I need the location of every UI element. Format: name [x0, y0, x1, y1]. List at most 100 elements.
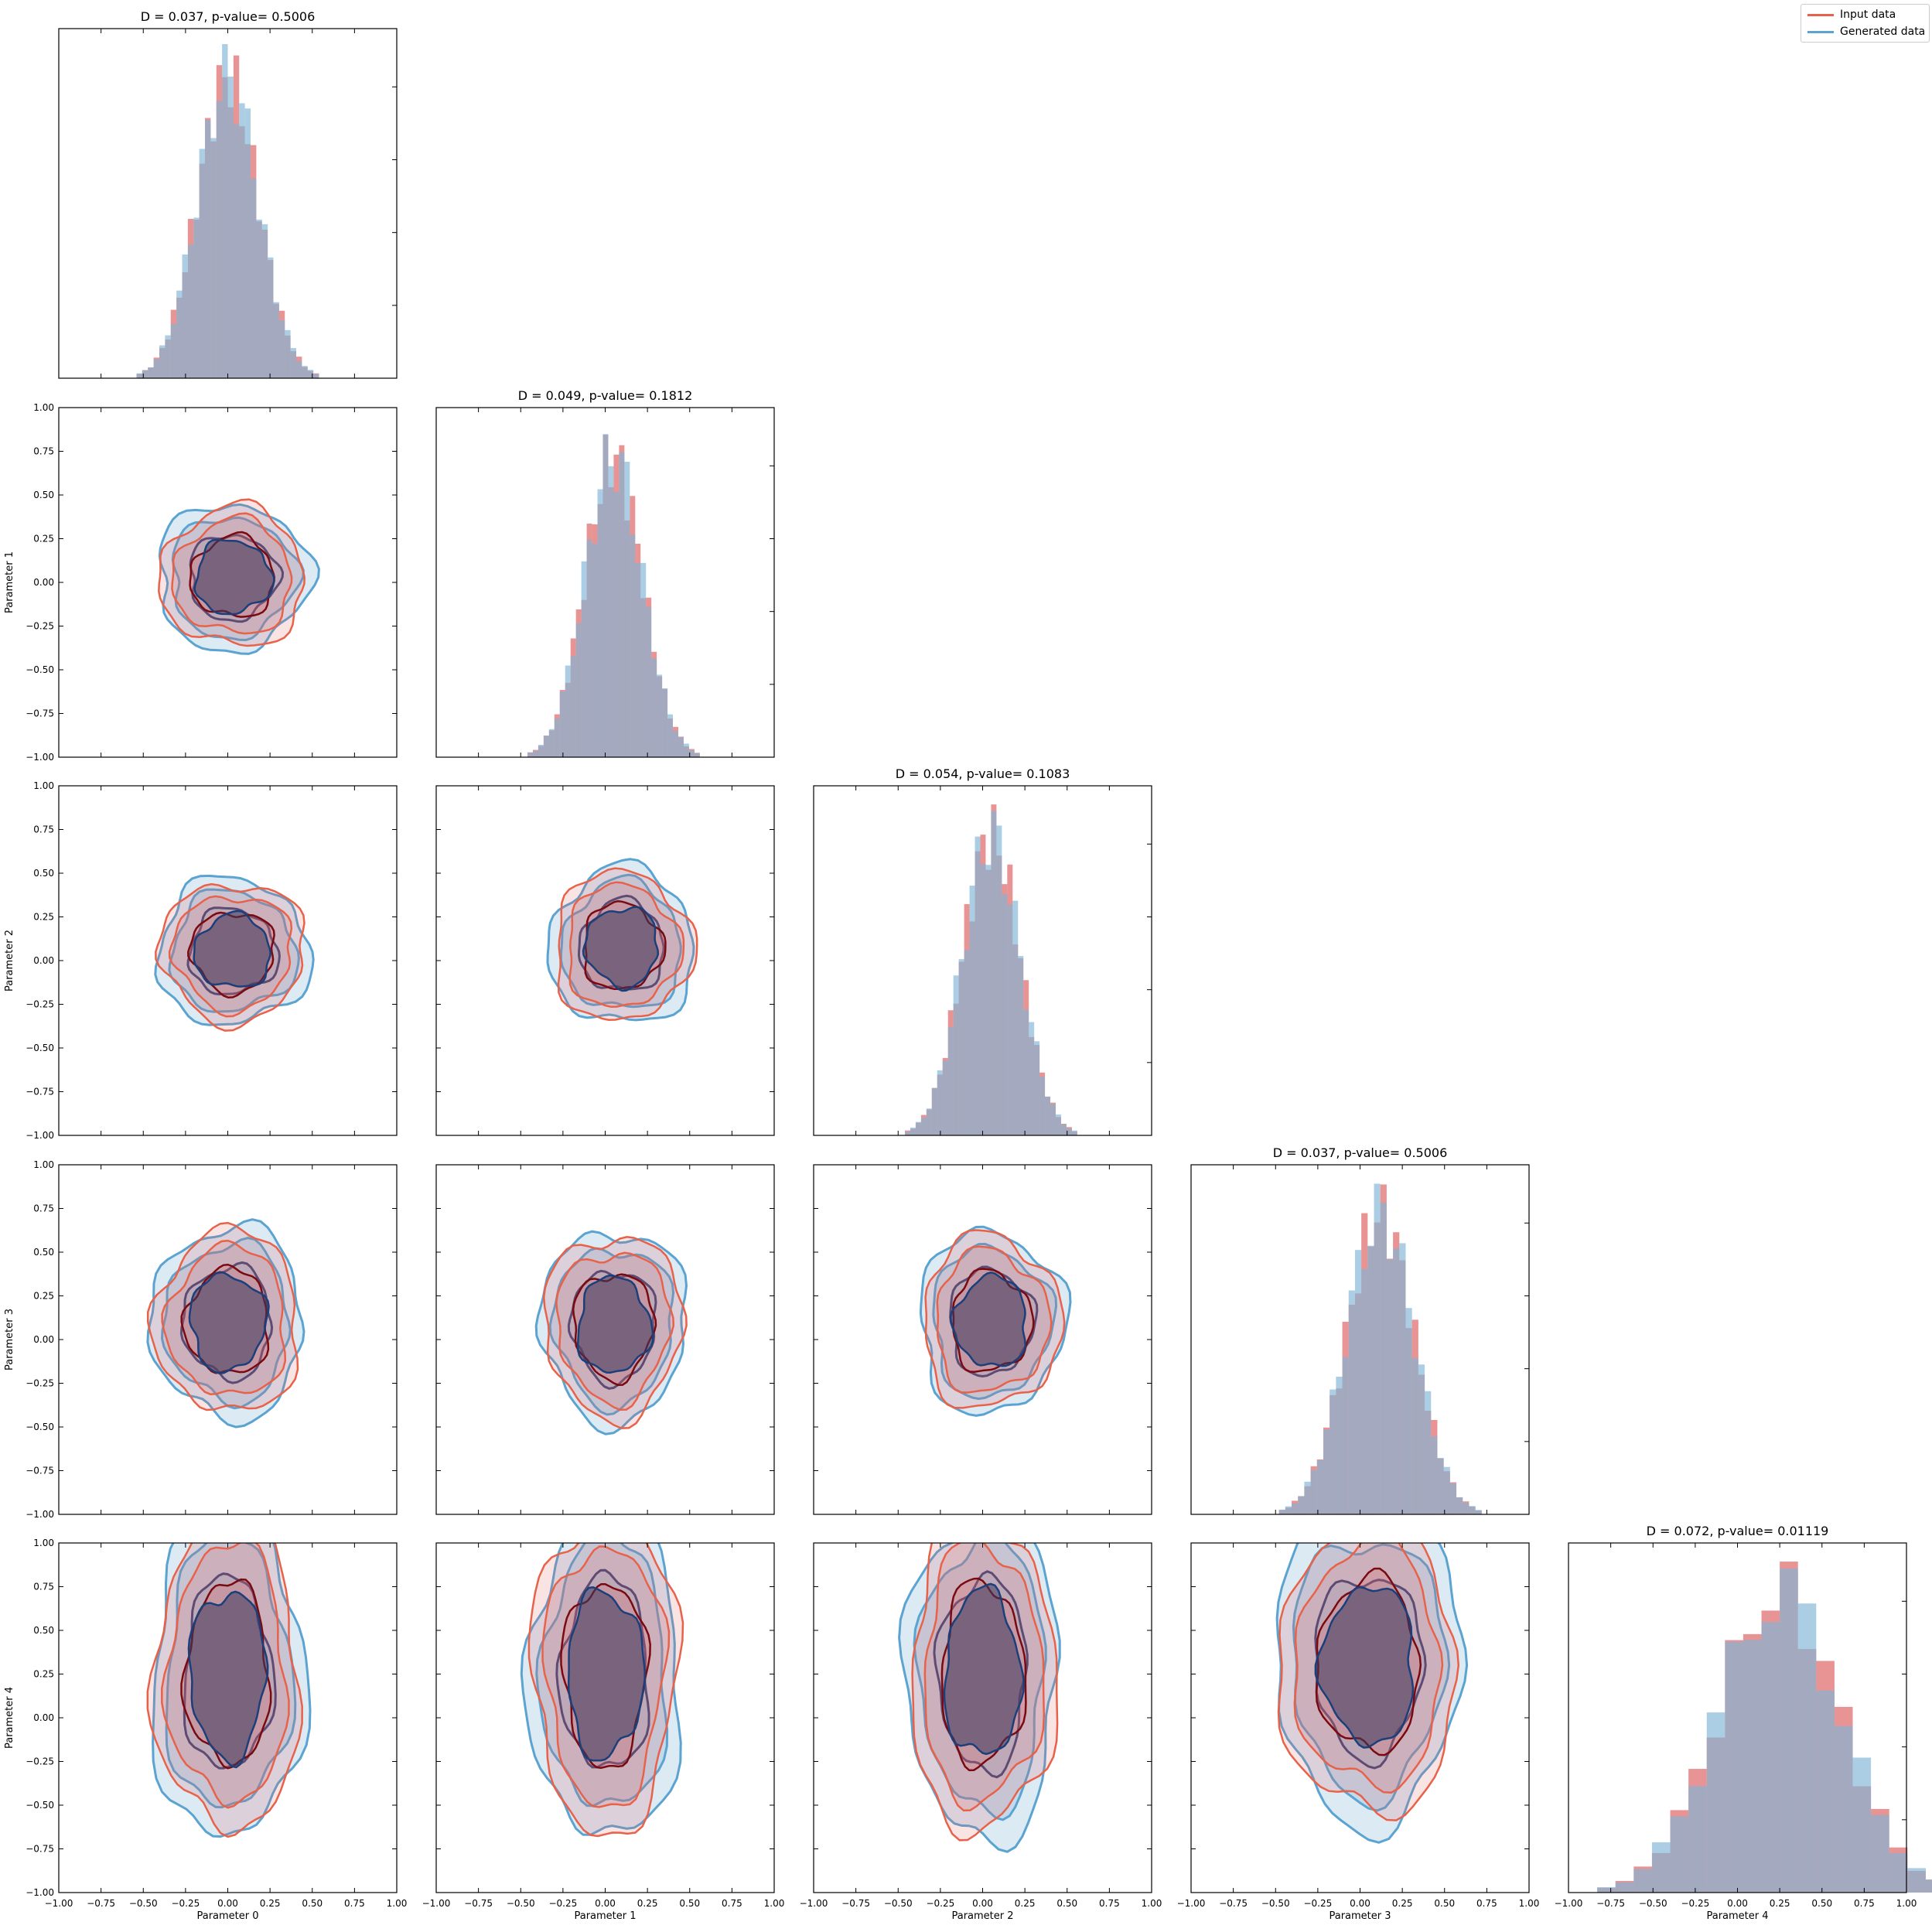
hist-bar-generated: [565, 665, 571, 757]
hist-bar-generated: [635, 563, 641, 757]
hist-bar-generated: [261, 224, 268, 378]
hist-panel-3: D = 0.037, p-value= 0.5006: [1190, 1145, 1530, 1515]
hist-bar-generated: [538, 745, 544, 757]
legend: Input data Generated data: [1801, 4, 1930, 43]
hist-title: D = 0.037, p-value= 0.5006: [141, 9, 316, 24]
y-tick-label: −0.75: [26, 1466, 54, 1476]
contour-panel-1-2: [435, 785, 775, 1136]
y-tick-label: −0.50: [26, 1043, 54, 1053]
x-tick-label: 0.50: [302, 1898, 323, 1909]
y-tick-label: 0.75: [33, 1203, 54, 1214]
y-axis-label: Parameter 3: [4, 1309, 15, 1370]
y-tick-label: 0.50: [33, 1625, 54, 1636]
hist-bar-generated: [1633, 1869, 1652, 1893]
legend-item-generated: Generated data: [1807, 24, 1925, 39]
hist-title: D = 0.054, p-value= 0.1083: [896, 766, 1070, 781]
hist-bar-generated: [662, 688, 668, 757]
legend-swatch-generated: [1807, 30, 1834, 33]
y-axis-label: Parameter 4: [4, 1687, 15, 1749]
contour-core: [188, 1271, 270, 1374]
hist-bar-generated: [1615, 1882, 1634, 1893]
hist-bar-generated: [1285, 1506, 1292, 1514]
hist-bar-generated: [1034, 1041, 1040, 1135]
hist-bar-generated: [1012, 900, 1019, 1135]
hist-bar-generated: [1316, 1460, 1323, 1514]
hist-bar-generated: [1386, 1259, 1394, 1514]
x-tick-label: −0.50: [1261, 1898, 1290, 1909]
legend-item-input: Input data: [1807, 7, 1896, 22]
y-tick-label: 0.75: [33, 446, 54, 457]
hist-bar-generated: [302, 366, 308, 378]
hist-bar-generated: [227, 77, 234, 378]
hist-bar-generated: [176, 290, 183, 378]
x-tick-label: −0.75: [87, 1898, 115, 1909]
hist-bar-generated: [1007, 904, 1013, 1135]
x-tick-label: 0.25: [1392, 1898, 1413, 1909]
hist-bar-generated: [980, 864, 986, 1135]
hist-bar-generated: [136, 373, 142, 378]
hist-bar-generated: [193, 217, 200, 378]
x-tick-label: 0.75: [1854, 1898, 1875, 1909]
contour-panel-0-3: −1.00 −0.75 −0.50 −0.25 0.00 0.25 0.50 0.75 1.00…: [4, 1159, 398, 1520]
y-tick-label: −1.00: [26, 1130, 54, 1141]
hist-bar-generated: [268, 257, 274, 378]
y-tick-label: −0.25: [26, 1756, 54, 1767]
x-tick-label: −0.75: [1219, 1898, 1248, 1909]
x-tick-label: −0.25: [1303, 1898, 1332, 1909]
contour-core: [193, 910, 271, 988]
hist-title: D = 0.037, p-value= 0.5006: [1273, 1145, 1448, 1160]
hist-bar-generated: [1431, 1436, 1438, 1514]
hist-bar-generated: [1029, 1022, 1035, 1135]
hist-bar-generated: [1688, 1786, 1707, 1893]
hist-bar-generated: [153, 359, 160, 378]
y-axis-label: Parameter 2: [4, 930, 15, 992]
hist-bar-generated: [1797, 1603, 1817, 1893]
hist-bar-generated: [678, 737, 684, 757]
y-tick-label: 0.00: [33, 577, 54, 588]
hist-bar-generated: [1871, 1814, 1889, 1893]
hist-bar-generated: [1018, 956, 1024, 1135]
x-tick-label: −0.75: [464, 1898, 493, 1909]
hist-bar-generated: [975, 836, 981, 1135]
hist-bar-generated: [592, 544, 598, 757]
contour-area: [898, 1543, 1061, 1853]
hist-bar-generated: [597, 489, 603, 757]
x-tick-label: 1.00: [1519, 1898, 1540, 1909]
hist-bar-generated: [920, 1117, 927, 1135]
hist-bar-generated: [313, 374, 319, 378]
contour-panel-0-1: −1.00 −0.75 −0.50 −0.25 0.00 0.25 0.50 0.75 1.00…: [4, 402, 398, 763]
contour-area: [1275, 1543, 1469, 1844]
hist-bar-generated: [991, 811, 997, 1135]
hist-bar-generated: [1425, 1391, 1432, 1514]
hist-bar-generated: [1298, 1496, 1305, 1514]
contour-core: [576, 1274, 654, 1374]
hist-bar-generated: [575, 623, 582, 757]
hist-bar-generated: [1834, 1725, 1853, 1893]
contour-area: [146, 1218, 306, 1429]
hist-bar-generated: [688, 750, 695, 757]
x-tick-label: −1.00: [45, 1898, 73, 1909]
hist-bar-generated: [953, 975, 959, 1135]
y-tick-label: 1.00: [33, 1159, 54, 1170]
hist-bar-generated: [1418, 1364, 1425, 1514]
x-axis-label: Parameter 3: [1329, 1910, 1391, 1922]
y-tick-label: 1.00: [33, 402, 54, 413]
hist-bar-generated: [170, 323, 177, 378]
hist-bar-generated: [256, 219, 262, 378]
hist-bar-generated: [613, 491, 620, 757]
x-tick-label: −1.00: [1177, 1898, 1206, 1909]
hist-bar-generated: [527, 753, 533, 757]
hist-bar-generated: [210, 138, 217, 378]
hist-bar-generated: [958, 959, 964, 1135]
x-tick-label: 0.00: [972, 1898, 993, 1909]
hist-bar-generated: [290, 348, 296, 378]
hist-bar-generated: [165, 335, 171, 378]
hist-bar-generated: [1399, 1243, 1406, 1514]
hist-bar-generated: [250, 179, 257, 379]
hist-bar-generated: [205, 120, 211, 378]
hist-bar-generated: [1304, 1481, 1311, 1514]
y-tick-label: 0.25: [33, 912, 54, 923]
legend-label-generated: Generated data: [1840, 26, 1926, 38]
hist-bar-generated: [285, 329, 291, 378]
x-tick-label: 0.00: [1727, 1898, 1748, 1909]
